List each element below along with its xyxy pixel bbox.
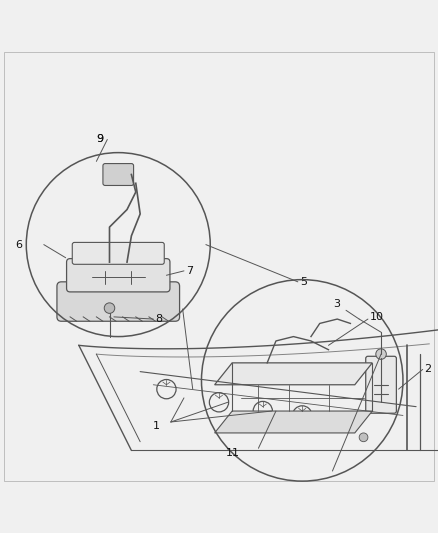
FancyBboxPatch shape (366, 356, 396, 413)
FancyBboxPatch shape (67, 259, 170, 292)
Text: 6: 6 (15, 240, 22, 249)
FancyBboxPatch shape (103, 164, 134, 185)
FancyBboxPatch shape (72, 243, 164, 264)
Text: 2: 2 (424, 365, 431, 374)
Text: 9: 9 (96, 134, 103, 144)
Text: 8: 8 (155, 314, 162, 324)
Text: 11: 11 (226, 448, 240, 458)
Circle shape (104, 303, 115, 313)
Polygon shape (215, 363, 372, 385)
Text: 10: 10 (370, 312, 384, 322)
Circle shape (359, 433, 368, 442)
Text: 1: 1 (153, 422, 160, 431)
Text: 3: 3 (333, 298, 340, 309)
Polygon shape (215, 411, 372, 433)
Text: 7: 7 (186, 266, 193, 276)
FancyBboxPatch shape (57, 282, 180, 321)
Text: 9: 9 (96, 134, 103, 144)
Circle shape (376, 349, 386, 359)
Text: 5: 5 (300, 277, 307, 287)
